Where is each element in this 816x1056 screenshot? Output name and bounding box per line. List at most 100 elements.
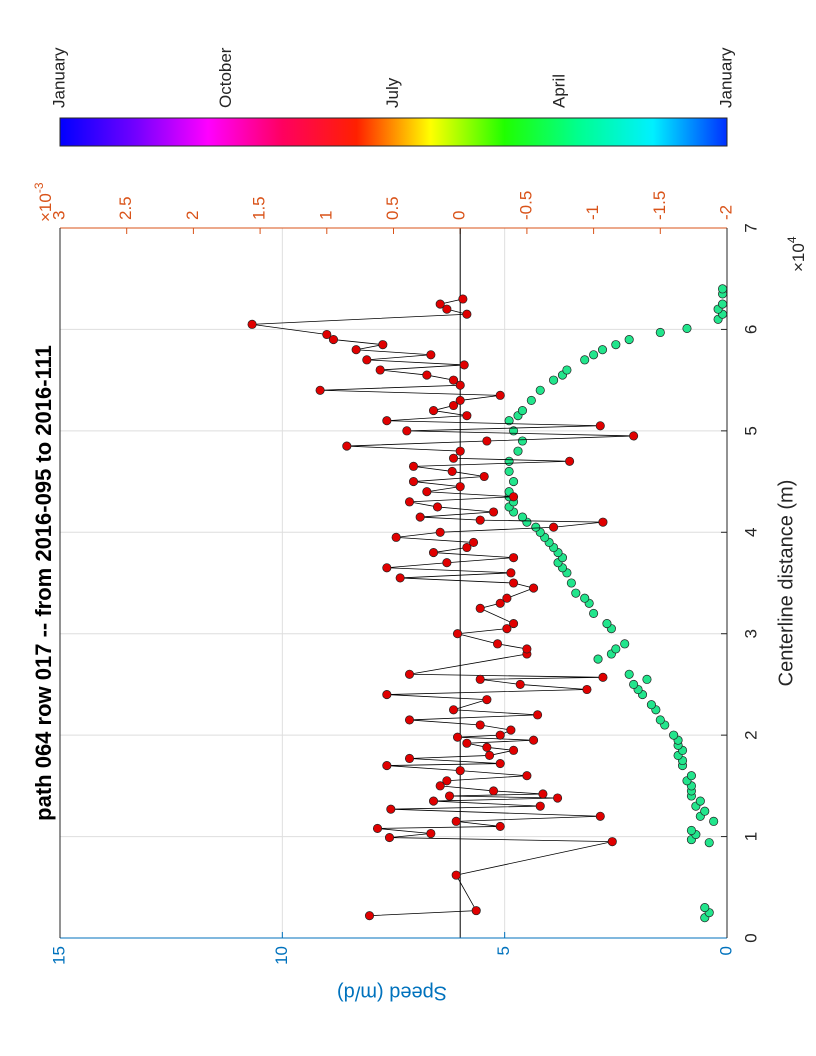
point <box>442 776 452 786</box>
point <box>462 309 472 319</box>
point <box>509 745 519 755</box>
y2-tick-label: 2 <box>183 211 202 220</box>
point <box>422 487 432 497</box>
point <box>384 833 395 843</box>
colorbar <box>59 117 728 147</box>
y2-tick-label: -1 <box>583 205 602 220</box>
point <box>482 742 492 752</box>
x-tick-label: 4 <box>741 528 760 537</box>
point <box>549 375 559 385</box>
exponent-power: 4 <box>785 236 799 243</box>
x-axis-label: Centerline distance (m) <box>775 480 797 687</box>
point <box>459 360 469 370</box>
point <box>428 406 439 416</box>
point <box>455 482 465 492</box>
point <box>322 329 332 340</box>
point <box>598 672 608 682</box>
point <box>593 654 603 664</box>
y-tick-label: 15 <box>49 946 68 965</box>
point <box>589 608 599 618</box>
point <box>598 517 608 527</box>
point <box>509 492 519 502</box>
point <box>372 823 383 834</box>
point <box>468 537 479 547</box>
point <box>386 804 396 814</box>
point <box>484 750 495 760</box>
point <box>595 811 605 821</box>
point <box>535 801 545 811</box>
point <box>522 644 532 654</box>
point <box>495 730 505 740</box>
point <box>375 365 385 375</box>
point <box>488 507 499 517</box>
point <box>495 390 505 400</box>
y-axis-label: Speed (m/d) <box>337 982 447 1004</box>
point <box>553 793 563 803</box>
point <box>509 619 519 629</box>
y2-exponent: ×10-3 <box>32 182 55 222</box>
point <box>488 786 499 796</box>
point <box>362 355 372 365</box>
point <box>502 624 512 634</box>
point <box>364 911 375 921</box>
point <box>415 512 425 522</box>
point <box>442 304 452 314</box>
point <box>408 461 419 471</box>
point <box>482 695 492 705</box>
point <box>538 789 548 799</box>
point <box>447 466 457 476</box>
point <box>382 416 392 426</box>
point <box>432 502 443 512</box>
point <box>479 471 489 482</box>
point <box>315 385 325 395</box>
point <box>455 380 465 390</box>
point <box>402 426 412 436</box>
point <box>475 720 485 730</box>
point <box>624 335 634 345</box>
point <box>611 340 621 350</box>
point <box>669 730 679 740</box>
point <box>452 629 463 639</box>
point <box>475 674 485 684</box>
point <box>607 837 617 847</box>
point <box>328 335 339 345</box>
point <box>602 619 612 629</box>
point <box>526 395 536 405</box>
x-tick-label: 1 <box>741 832 760 841</box>
point <box>382 690 392 700</box>
point <box>549 522 559 532</box>
colorbar-label: July <box>383 77 402 108</box>
point <box>444 791 455 801</box>
point <box>404 669 415 679</box>
point <box>382 563 392 573</box>
y2-tick-label: 1 <box>316 211 335 220</box>
point <box>451 816 461 826</box>
point <box>535 385 545 395</box>
point <box>571 588 581 598</box>
point <box>562 365 572 375</box>
point <box>509 578 519 588</box>
point <box>455 766 465 776</box>
point <box>629 679 639 689</box>
y2-tick-label: 0 <box>450 211 469 220</box>
point <box>426 828 436 839</box>
point <box>620 639 630 649</box>
y2-tick-label: -0.5 <box>516 191 535 220</box>
point <box>533 710 543 720</box>
chart-title: path 064 row 017 -- from 2016-095 to 201… <box>31 345 56 821</box>
point <box>718 284 728 294</box>
point <box>624 669 634 679</box>
point <box>404 753 415 764</box>
point <box>435 781 445 791</box>
point <box>351 345 361 355</box>
exponent-base: ×10 <box>36 193 55 222</box>
point <box>452 732 463 742</box>
point <box>426 350 436 360</box>
series-line <box>252 298 634 917</box>
point <box>517 406 528 416</box>
colorbar-label: January <box>716 47 735 108</box>
point <box>475 603 485 613</box>
point <box>422 370 432 380</box>
point <box>646 700 656 710</box>
colorbar-label: October <box>216 47 235 108</box>
